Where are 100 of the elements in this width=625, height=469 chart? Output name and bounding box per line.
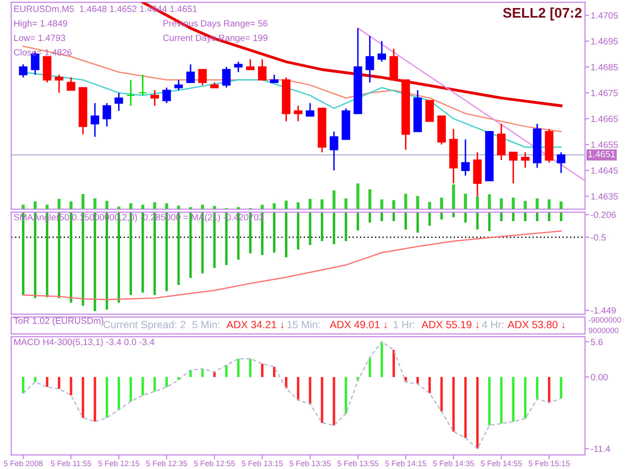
bar [476,196,479,210]
bar [93,198,96,210]
ref-line-label: 1.4651 [588,150,615,158]
bar [368,357,372,377]
y-tick-label: -11.4 [590,446,610,452]
candlestick [114,92,124,112]
bar [237,358,240,377]
bar [153,376,156,392]
bar [380,199,384,210]
candlestick [18,64,28,78]
y-tick-label: 1.4695 [591,38,618,44]
y-tick-label: -0.5 [590,234,606,241]
y-tick-label: -0.206 [590,212,616,218]
bar [452,184,456,210]
bar [225,365,228,377]
bar [524,200,527,210]
annotation: Low= 1.4793 [14,34,66,42]
candlestick [306,102,314,117]
bar [548,376,550,403]
bar [344,198,348,210]
bar [81,194,84,210]
bar [201,204,204,210]
bar [22,204,25,210]
chart-title: MACD H4-300(5,13,1) -3.4 0.0 -3.4 [14,338,154,347]
bar [273,366,276,377]
candlestick [366,35,374,84]
bar [106,376,108,418]
candlestick [556,152,566,174]
y-tick-label: 1.4655 [591,142,618,148]
candlestick [234,61,243,73]
text: Current Spread: 2 [104,320,186,330]
candlestick [90,102,100,138]
bar [488,194,491,210]
bar [464,194,467,210]
bar [356,183,360,210]
bar [34,376,36,382]
bar [500,198,503,210]
bar [272,203,276,210]
y-tick-label: 1.4645 [591,167,618,174]
bar [512,376,514,422]
text: 4 Hr: [482,321,504,328]
bar [129,203,132,210]
bar [548,199,551,210]
text: ADX 55.19 ↓ [422,320,479,328]
bar [284,200,288,210]
bar [142,376,144,396]
bar [428,202,432,210]
y-tick-label: 5.6 [590,338,603,346]
bar [488,376,491,426]
bar [105,200,108,210]
line-series [22,230,562,300]
bar [380,342,383,377]
candlestick [186,64,195,84]
bar [344,376,348,414]
bar [296,202,300,210]
bar [177,206,180,210]
bar [260,204,264,210]
bar [261,364,264,377]
text: ADX 49.01 ↓ [330,320,387,328]
candlestick [54,74,64,94]
bar [141,204,144,210]
text: ADX 53.80 ↓ [508,320,565,328]
bar [416,376,419,384]
bar [296,376,300,400]
candlestick [246,58,255,70]
text: 5 Min: [192,320,220,328]
y-tick-label: -1.449 [590,307,616,314]
bar [94,376,96,422]
annotation: SELL2 [07:2 [503,8,582,20]
bar [500,376,503,424]
candlestick [162,86,171,104]
bar [58,376,60,389]
bar [428,376,431,394]
candlestick [497,123,506,161]
bar [416,196,420,210]
text: 15 Min: [287,320,320,328]
bar [153,202,156,210]
bar [130,376,132,402]
bar [284,376,288,388]
y-tick-label: 0.00 [590,374,608,380]
candlestick [330,130,338,172]
bar [165,376,168,388]
bar [512,198,515,210]
candlestick [66,76,76,91]
y-tick-label: 1.4685 [591,64,618,70]
bar [22,376,24,394]
y-tick-label: 1.4635 [591,193,618,200]
candlestick [389,48,398,81]
y-tick-label: 1.4705 [591,12,618,19]
bar [249,358,252,377]
candlestick [258,58,267,81]
bar [46,204,49,210]
bar [70,201,73,210]
candlestick [126,79,136,106]
bar [404,194,408,210]
bar [117,206,120,210]
bar [536,376,538,399]
candlestick [42,56,52,84]
annotation: High= 1.4849 [14,20,68,28]
bar [58,198,61,210]
